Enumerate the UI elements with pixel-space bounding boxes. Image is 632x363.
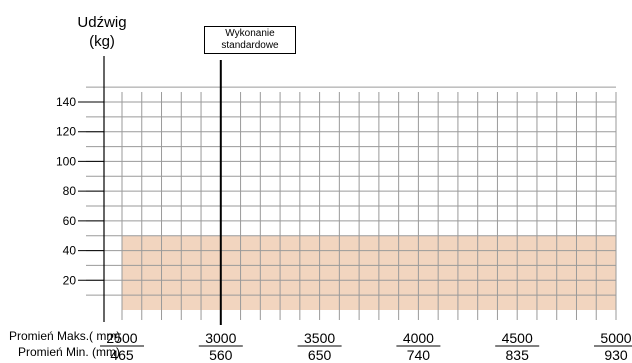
x-tick-label-min: 740: [407, 347, 431, 363]
standard-version-label: Wykonanie standardowe: [204, 26, 296, 54]
x-tick-label-min: 930: [604, 347, 628, 363]
x-tick-label-min: 650: [308, 347, 332, 363]
y-tick-label: 40: [63, 244, 77, 258]
y-tick-label: 20: [63, 273, 77, 287]
y-tick-label: 60: [63, 214, 77, 228]
x-tick-label-min: 560: [209, 347, 233, 363]
x-axis-title-min: Promień Min. (mm): [18, 345, 121, 359]
x-tick-label-min: 465: [110, 347, 134, 363]
x-tick-label-min: 835: [506, 347, 530, 363]
x-tick-label-max: 5000: [600, 330, 631, 346]
y-axis-title-line1: Udźwig: [77, 14, 127, 31]
x-axis-title-max: Promień Maks.( mm): [9, 329, 121, 343]
y-tick-label: 100: [56, 154, 76, 168]
x-tick-label-max: 2500: [106, 330, 137, 346]
load-area-0: [122, 235, 616, 310]
x-tick-label-max: 4500: [502, 330, 533, 346]
y-tick-label: 140: [56, 95, 76, 109]
x-tick-label-max: 4000: [403, 330, 434, 346]
y-tick-label: 80: [63, 184, 77, 198]
y-axis-title: Udźwig (kg): [62, 13, 142, 51]
x-tick-label-max: 3500: [304, 330, 335, 346]
x-tick-label-max: 3000: [205, 330, 236, 346]
y-tick-label: 120: [56, 125, 76, 139]
y-axis-title-line2: (kg): [89, 33, 115, 50]
